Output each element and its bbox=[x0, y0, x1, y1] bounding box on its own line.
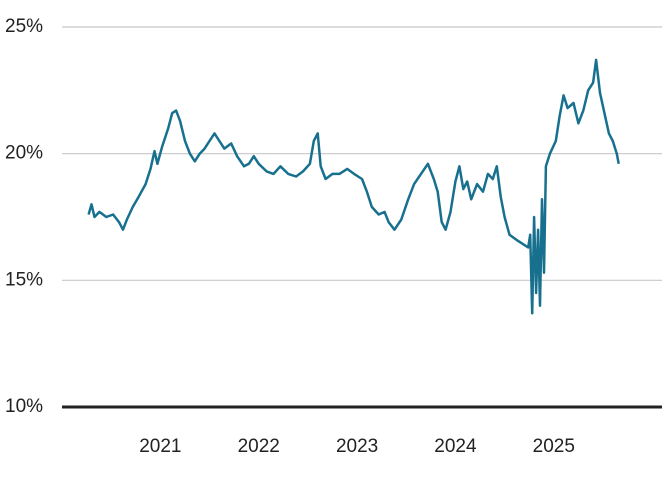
y-tick-label: 10% bbox=[5, 396, 43, 417]
y-tick-label: 15% bbox=[5, 269, 43, 290]
y-tick-label: 25% bbox=[5, 16, 43, 37]
x-tick-label: 2023 bbox=[336, 436, 378, 457]
x-tick-label: 2025 bbox=[533, 436, 575, 457]
x-tick-label: 2024 bbox=[434, 436, 477, 457]
x-tick-label: 2021 bbox=[139, 436, 181, 457]
x-tick-label: 2022 bbox=[238, 436, 280, 457]
data-line bbox=[87, 58, 620, 315]
y-tick-label: 20% bbox=[5, 143, 43, 164]
